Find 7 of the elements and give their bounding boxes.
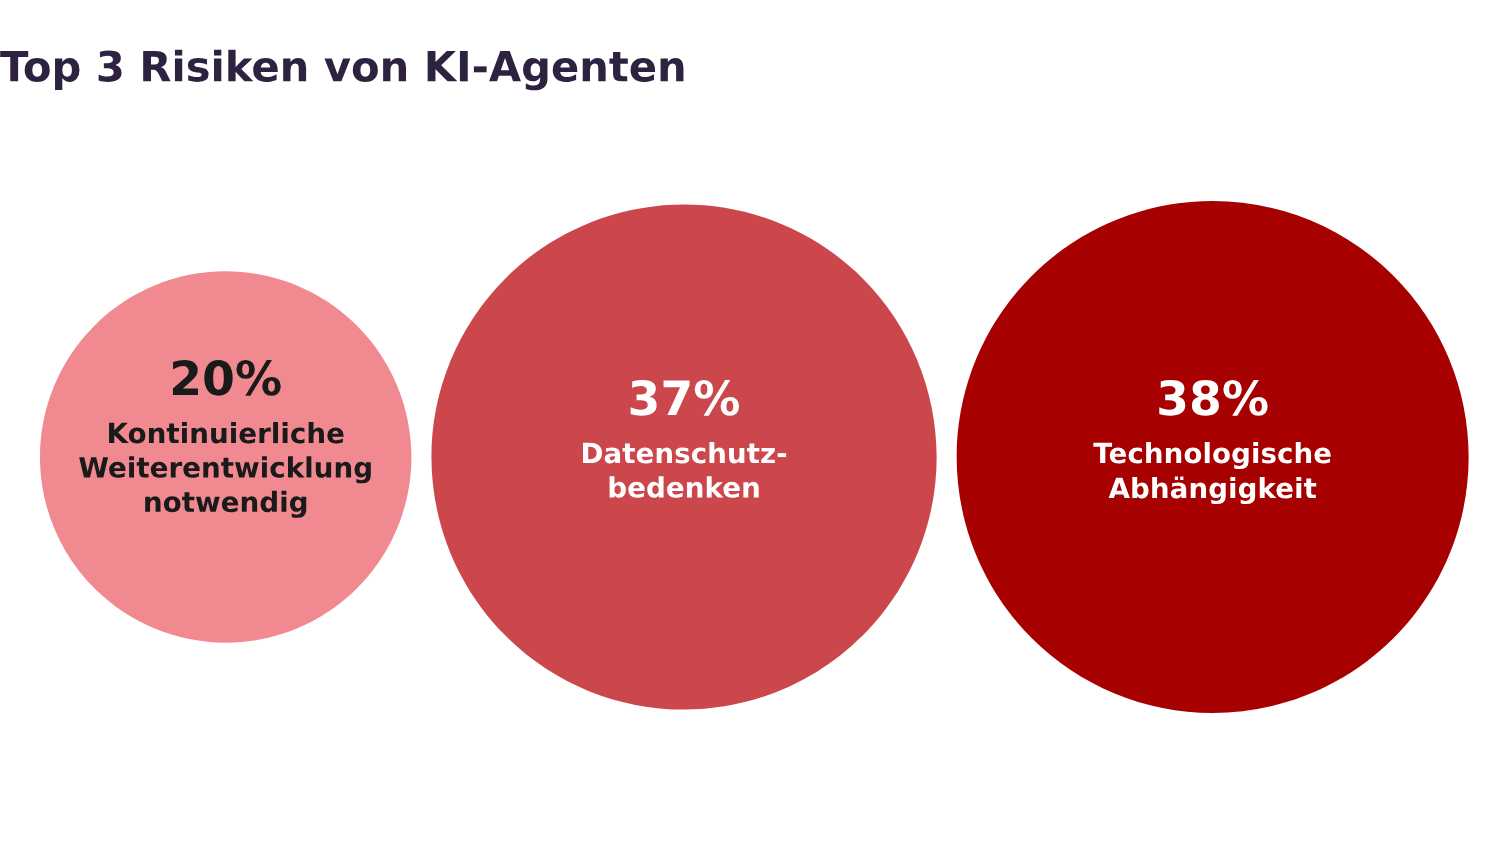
data-label: 37% — [630, 379, 740, 416]
category-label: Technologische Abhängigkeit — [1093, 442, 1331, 505]
category-label: Kontinuierliche Weiterentwicklung notwendig — [79, 422, 371, 518]
data-label: 38% — [1159, 379, 1268, 416]
text: Top 3 Risiken von KI-Agenten — [0, 49, 684, 91]
category-label: Datenschutz- bedenken — [583, 442, 787, 498]
data-label: 20% — [172, 359, 281, 396]
